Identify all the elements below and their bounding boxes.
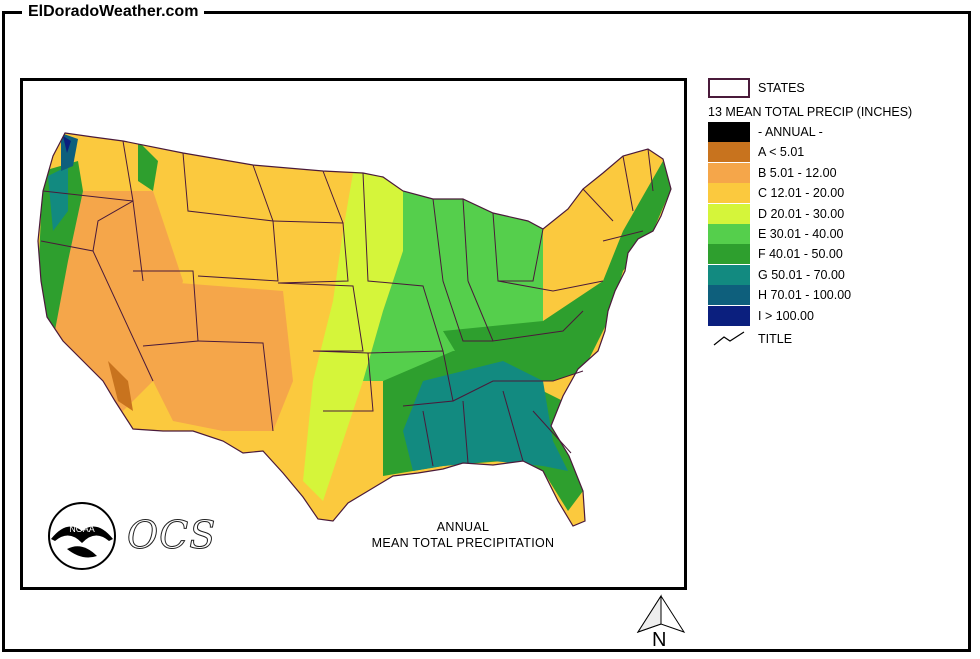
svg-text:NOAA: NOAA: [69, 524, 95, 534]
caption-line-2: MEAN TOTAL PRECIPITATION: [371, 536, 555, 550]
legend-swatch: [708, 285, 750, 306]
legend-class-row: G 50.01 - 70.00: [708, 264, 845, 285]
legend-swatch: [708, 183, 750, 204]
legend-class-label: - ANNUAL -: [758, 125, 823, 139]
legend-class-label: H 70.01 - 100.00: [758, 288, 852, 303]
legend-class-row: F 40.01 - 50.00: [708, 244, 843, 265]
zone-a-desert: [108, 361, 133, 411]
zone-d-plains: [303, 173, 403, 501]
legend-class-row: C 12.01 - 20.00: [708, 183, 845, 204]
legend-swatch: [708, 122, 750, 142]
legend-layer-title: 13 MEAN TOTAL PRECIP (INCHES): [708, 105, 913, 119]
state-boundaries: [37, 132, 672, 527]
legend-class-label: I > 100.00: [758, 308, 814, 323]
legend-class-label: E 30.01 - 40.00: [758, 227, 844, 241]
legend-swatch: [708, 203, 750, 224]
legend-class-label: F 40.01 - 50.00: [758, 247, 843, 262]
caption-line-1: ANNUAL: [436, 520, 490, 534]
north-label: N: [652, 629, 667, 651]
precipitation-map: NOAA OCS ANNUAL MEAN TOTAL PRECIPITATION: [20, 78, 687, 590]
north-arrow-icon: [634, 594, 688, 641]
legend-title-entry: TITLE: [708, 329, 792, 349]
legend-class-row: D 20.01 - 30.00: [708, 203, 845, 224]
zone-g-southeast: [403, 361, 568, 471]
zone-f-pacific: [38, 161, 83, 341]
legend-class-label: C 12.01 - 20.00: [758, 186, 845, 201]
legend-class-label: G 50.01 - 70.00: [758, 267, 845, 282]
zone-f-east: [443, 161, 671, 381]
legend-class-label: D 20.01 - 30.00: [758, 206, 845, 221]
legend-states: STATES: [708, 78, 805, 98]
legend-swatch: [708, 142, 750, 163]
legend-class-row: I > 100.00: [708, 305, 814, 326]
site-title: ElDoradoWeather.com: [22, 2, 205, 22]
outer-frame: [2, 11, 971, 652]
legend-class-row: H 70.01 - 100.00: [708, 285, 852, 306]
legend-swatch: [708, 264, 750, 285]
states-outline-swatch: [708, 78, 750, 98]
legend-class-label: A < 5.01: [758, 145, 805, 160]
legend-swatch: [708, 244, 750, 265]
zone-i-rainforest: [63, 136, 71, 153]
map-caption: ANNUAL MEAN TOTAL PRECIPITATION: [353, 519, 573, 551]
ocs-logo: OCS: [126, 513, 217, 558]
zone-g-pacific: [48, 166, 68, 231]
us-map-svg: [37, 132, 672, 527]
zone-b-southwest: [153, 281, 293, 431]
legend-swatch: [708, 162, 750, 183]
legend-swatch: [708, 224, 750, 244]
legend-class-row: E 30.01 - 40.00: [708, 224, 843, 244]
legend-class-row: - ANNUAL -: [708, 122, 823, 142]
legend-class-row: B 5.01 - 12.00: [708, 162, 837, 183]
legend-class-row: A < 5.01: [708, 142, 805, 163]
title-line-icon: [713, 331, 745, 346]
legend-swatch: [708, 305, 750, 326]
zone-f-rockies: [138, 141, 158, 191]
legend-class-label: B 5.01 - 12.00: [758, 165, 837, 180]
